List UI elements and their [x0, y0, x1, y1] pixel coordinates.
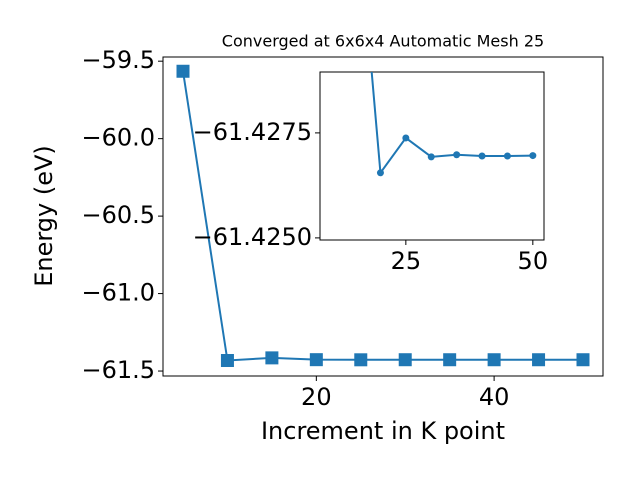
y-tick-label: −61.5 [81, 356, 155, 384]
y-tick-label: −61.4275 [193, 118, 312, 146]
x-tick-label: 20 [301, 383, 332, 411]
marker [503, 152, 511, 160]
plot-area [370, 72, 537, 177]
y-tick-label: −61.4250 [193, 223, 312, 251]
marker [529, 152, 537, 160]
x-tick-label: 40 [479, 383, 510, 411]
marker [402, 134, 410, 142]
x-tick-label: 25 [391, 247, 422, 275]
marker [453, 151, 461, 159]
marker [532, 353, 546, 367]
y-tick-label: −61.0 [81, 279, 155, 307]
marker [576, 353, 590, 367]
x-tick-label: 50 [518, 247, 549, 275]
marker [443, 353, 457, 367]
y-tick-label: −59.5 [81, 46, 155, 74]
marker [265, 351, 279, 365]
y-tick-label: −60.0 [81, 124, 155, 152]
marker [478, 152, 486, 160]
y-axis-label: Energy (eV) [30, 145, 58, 287]
chart-title: Converged at 6x6x4 Automatic Mesh 25 [222, 32, 544, 51]
marker [398, 353, 412, 367]
y-tick-label: −60.5 [81, 201, 155, 229]
marker [427, 153, 435, 161]
marker [487, 353, 501, 367]
marker [354, 353, 368, 367]
series-line [182, 71, 583, 362]
marker [309, 353, 323, 367]
marker [376, 169, 384, 177]
x-axis-label: Increment in K point [261, 417, 505, 445]
marker [176, 64, 190, 78]
series-line [370, 72, 533, 176]
plot-area [176, 64, 590, 368]
marker [220, 354, 234, 368]
